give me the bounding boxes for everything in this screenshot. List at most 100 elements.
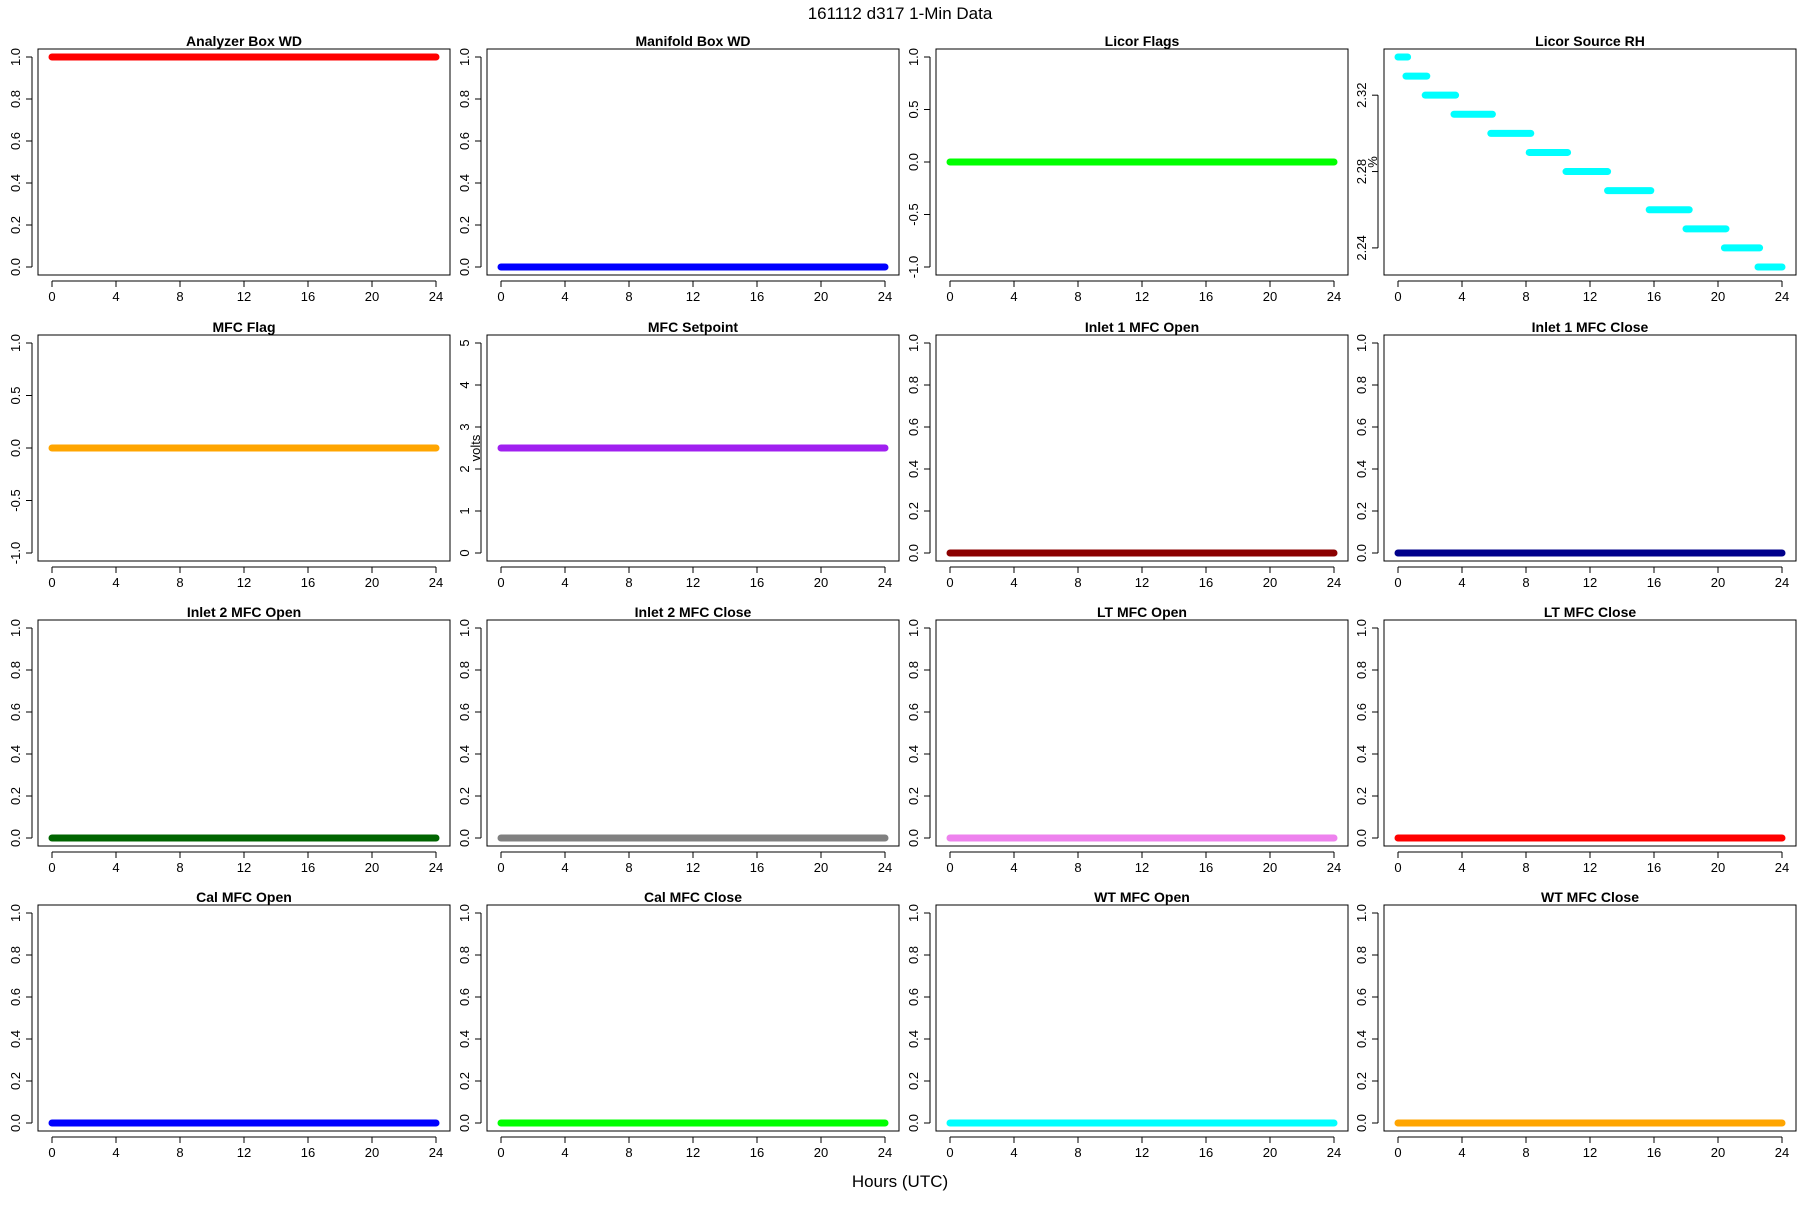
x-tick-label: 20 bbox=[365, 860, 379, 875]
x-tick-label: 16 bbox=[301, 860, 315, 875]
x-tick-label: 24 bbox=[1775, 1145, 1789, 1160]
y-tick-label: 0.4 bbox=[906, 745, 921, 763]
y-tick-label: 0.5 bbox=[906, 100, 921, 118]
x-tick-label: 8 bbox=[176, 289, 183, 304]
plot-frame bbox=[486, 904, 900, 1132]
x-tick-label: 4 bbox=[1010, 289, 1017, 304]
x-tick-label: 0 bbox=[946, 860, 953, 875]
y-tick-label: 0.8 bbox=[906, 946, 921, 964]
y-tick-label: 1.0 bbox=[8, 904, 23, 922]
panel-5: MFC Flag 0 4 8 12 16 20 24 -1.0 -0.5 0.0 0.5 1.0 bbox=[8, 319, 451, 590]
x-tick-label: 4 bbox=[1458, 289, 1465, 304]
panel-4: Licor Source RH 0 4 8 12 16 20 24 2.24 2.28 2.32% bbox=[1354, 33, 1797, 304]
x-tick-label: 24 bbox=[429, 1145, 443, 1160]
x-tick-label: 0 bbox=[497, 575, 504, 590]
y-tick-label: 0.6 bbox=[906, 988, 921, 1006]
x-tick-label: 20 bbox=[814, 860, 828, 875]
x-tick-label: 16 bbox=[750, 575, 764, 590]
panel-title: Inlet 1 MFC Close bbox=[1532, 319, 1649, 335]
y-tick-label: 0.6 bbox=[8, 132, 23, 150]
x-tick-label: 12 bbox=[1135, 1145, 1149, 1160]
y-tick-label: 0.6 bbox=[457, 988, 472, 1006]
panel-15: WT MFC Open 0 4 8 12 16 20 24 0.0 0.2 0.4 0.6 0.8 1.0 bbox=[906, 889, 1349, 1160]
x-tick-label: 12 bbox=[237, 1145, 251, 1160]
panel-11: LT MFC Open 0 4 8 12 16 20 24 0.0 0.2 0.4 0.6 0.8 1.0 bbox=[906, 604, 1349, 875]
panel-title: LT MFC Close bbox=[1544, 604, 1637, 620]
y-tick-label: 0.8 bbox=[8, 661, 23, 679]
x-tick-label: 16 bbox=[1647, 575, 1661, 590]
y-tick-label: 1.0 bbox=[906, 48, 921, 66]
x-tick-label: 4 bbox=[561, 575, 568, 590]
panel-9: Inlet 2 MFC Open 0 4 8 12 16 20 24 0.0 0.2 0.4 0.6 0… bbox=[8, 604, 451, 875]
y-tick-label: 0.5 bbox=[8, 386, 23, 404]
x-tick-label: 0 bbox=[48, 1145, 55, 1160]
y-tick-label: 0.8 bbox=[1354, 946, 1369, 964]
y-tick-label: 0.0 bbox=[8, 439, 23, 457]
x-tick-label: 20 bbox=[1263, 575, 1277, 590]
panel-8: Inlet 1 MFC Close 0 4 8 12 16 20 24 0.0 0.2 0.4 0.6… bbox=[1354, 319, 1797, 590]
x-tick-label: 16 bbox=[750, 860, 764, 875]
x-tick-label: 24 bbox=[1327, 289, 1341, 304]
y-tick-label: 0.6 bbox=[1354, 703, 1369, 721]
x-tick-label: 0 bbox=[1394, 860, 1401, 875]
y-tick-label: 0.8 bbox=[906, 661, 921, 679]
panel-title: Licor Flags bbox=[1105, 33, 1180, 49]
y-tick-label: 0.8 bbox=[1354, 376, 1369, 394]
panel-title: MFC Setpoint bbox=[648, 319, 739, 335]
panel-14: Cal MFC Close 0 4 8 12 16 20 24 0.0 0.2 0.4 0.6 0.8 1… bbox=[457, 889, 900, 1160]
plot-frame bbox=[486, 619, 900, 847]
x-tick-label: 12 bbox=[686, 860, 700, 875]
y-tick-label: 0.0 bbox=[8, 1114, 23, 1132]
x-tick-label: 16 bbox=[1647, 289, 1661, 304]
y-tick-label: 0.6 bbox=[1354, 988, 1369, 1006]
panel-2: Manifold Box WD 0 4 8 12 16 20 24 0.0 0.2 0.4 0.6 0.… bbox=[457, 33, 900, 304]
y-tick-label: 0.8 bbox=[457, 946, 472, 964]
x-tick-label: 16 bbox=[1199, 575, 1213, 590]
y-tick-label: 0.4 bbox=[1354, 460, 1369, 478]
x-tick-label: 0 bbox=[48, 289, 55, 304]
x-tick-label: 12 bbox=[1135, 860, 1149, 875]
y-tick-label: 0.6 bbox=[8, 703, 23, 721]
y-tick-label: 0.4 bbox=[8, 745, 23, 763]
x-tick-label: 8 bbox=[625, 860, 632, 875]
plot-frame bbox=[37, 334, 451, 562]
y-tick-label: 1.0 bbox=[8, 48, 23, 66]
y-tick-label: 0.6 bbox=[8, 988, 23, 1006]
x-tick-label: 20 bbox=[1711, 860, 1725, 875]
panel-title: WT MFC Close bbox=[1541, 889, 1639, 905]
x-tick-label: 16 bbox=[301, 1145, 315, 1160]
y-tick-label: 2.32 bbox=[1354, 83, 1369, 108]
y-tick-label: 0.2 bbox=[457, 216, 472, 234]
x-tick-label: 20 bbox=[1263, 860, 1277, 875]
x-tick-label: 4 bbox=[1458, 860, 1465, 875]
x-tick-label: 16 bbox=[750, 289, 764, 304]
y-tick-label: 0.0 bbox=[906, 544, 921, 562]
x-tick-label: 4 bbox=[561, 289, 568, 304]
x-tick-label: 4 bbox=[112, 575, 119, 590]
y-tick-label: 0.8 bbox=[8, 90, 23, 108]
x-tick-label: 12 bbox=[1583, 860, 1597, 875]
y-tick-label: 1.0 bbox=[8, 334, 23, 352]
x-tick-label: 24 bbox=[1775, 860, 1789, 875]
x-tick-label: 4 bbox=[561, 1145, 568, 1160]
x-tick-label: 4 bbox=[1010, 860, 1017, 875]
y-tick-label: 0.0 bbox=[457, 1114, 472, 1132]
y-tick-label: 0.0 bbox=[1354, 829, 1369, 847]
x-tick-label: 0 bbox=[497, 289, 504, 304]
panel-16: WT MFC Close 0 4 8 12 16 20 24 0.0 0.2 0.4 0.6 0.8 1.… bbox=[1354, 889, 1797, 1160]
y-tick-label: 1.0 bbox=[1354, 334, 1369, 352]
x-tick-label: 12 bbox=[1135, 575, 1149, 590]
panel-title: Cal MFC Close bbox=[644, 889, 742, 905]
x-tick-label: 16 bbox=[1199, 860, 1213, 875]
x-tick-label: 24 bbox=[878, 289, 892, 304]
y-axis-label: volts bbox=[468, 434, 483, 461]
y-tick-label: 0.4 bbox=[457, 174, 472, 192]
y-tick-label: 2.28 bbox=[1354, 159, 1369, 184]
x-tick-label: 8 bbox=[1074, 1145, 1081, 1160]
x-tick-label: 24 bbox=[429, 289, 443, 304]
plot-frame bbox=[935, 619, 1349, 847]
x-tick-label: 24 bbox=[878, 1145, 892, 1160]
y-tick-label: 0.0 bbox=[1354, 544, 1369, 562]
x-tick-label: 0 bbox=[946, 575, 953, 590]
